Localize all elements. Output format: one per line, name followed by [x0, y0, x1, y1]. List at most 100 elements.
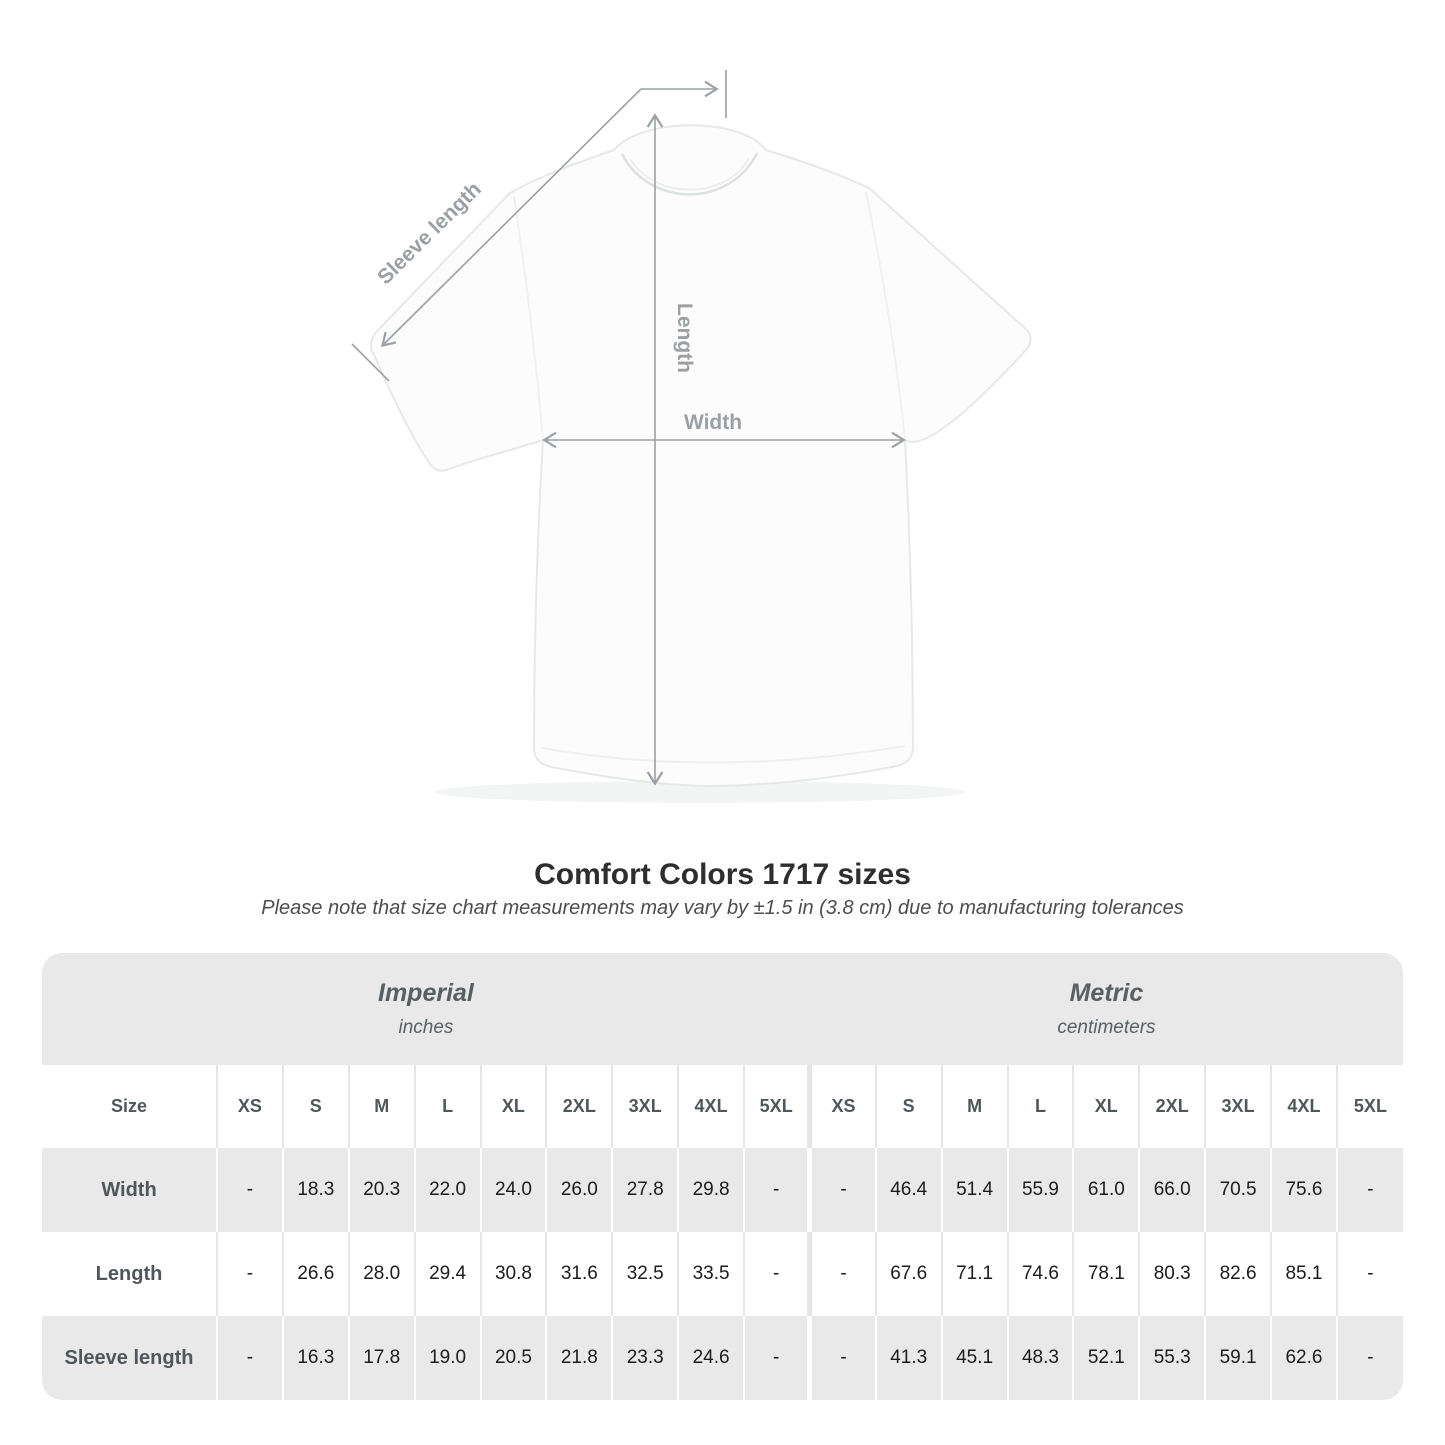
- size-col-header-imperial-3xl: 3XL: [611, 1065, 679, 1148]
- measurement-cell: 59.1: [1204, 1316, 1271, 1400]
- measurement-cell: 45.1: [940, 1316, 1008, 1400]
- measurement-cell: 55.3: [1138, 1316, 1206, 1400]
- tshirt-image: [369, 124, 1032, 787]
- measurement-cell: 74.6: [1006, 1232, 1074, 1316]
- width-label: Width: [684, 411, 742, 434]
- measurement-cell: 67.6: [874, 1232, 942, 1316]
- measurement-cell: 30.8: [479, 1232, 547, 1316]
- measurement-cell: -: [216, 1316, 283, 1400]
- measurement-cell: 20.3: [347, 1148, 415, 1232]
- measurement-cell: 16.3: [281, 1316, 349, 1400]
- table-row-sleeve-length: Sleeve length - 16.3 17.8 19.0 20.5 21.8…: [42, 1316, 1403, 1400]
- measurement-cell: 33.5: [677, 1232, 744, 1316]
- measurement-cell: 26.0: [545, 1148, 613, 1232]
- measurement-cell: 66.0: [1138, 1148, 1206, 1232]
- measurement-cell: 32.5: [611, 1232, 679, 1316]
- size-col-header-metric-xl: XL: [1072, 1065, 1140, 1148]
- metric-header-cell: Metric centimeters: [809, 953, 1403, 1065]
- measurement-cell: -: [216, 1232, 283, 1316]
- size-col-header-metric-2xl: 2XL: [1138, 1065, 1206, 1148]
- measurement-cell: 70.5: [1204, 1148, 1271, 1232]
- hem-stitch-line: [541, 745, 906, 764]
- measurement-cell: 24.0: [479, 1148, 547, 1232]
- measurement-cell: -: [743, 1232, 810, 1316]
- size-col-header-imperial-4xl: 4XL: [677, 1065, 744, 1148]
- collar-line: [620, 152, 759, 196]
- measurement-cell: -: [1335, 1148, 1403, 1232]
- measurement-cell: 29.4: [413, 1232, 481, 1316]
- measurement-cell: 78.1: [1072, 1232, 1140, 1316]
- imperial-header: Imperial: [378, 979, 474, 1007]
- sleeve-measure-end-tick: [351, 343, 390, 382]
- measurement-cell: 48.3: [1006, 1316, 1074, 1400]
- size-col-header-imperial-xs: XS: [216, 1065, 283, 1148]
- shirt-shadow: [435, 781, 965, 803]
- measurement-cell: -: [743, 1316, 810, 1400]
- measurement-cell: 62.6: [1270, 1316, 1337, 1400]
- tolerance-note: Please note that size chart measurements…: [261, 897, 1184, 919]
- imperial-subheader: inches: [398, 1017, 454, 1038]
- measurement-cell: 52.1: [1072, 1316, 1140, 1400]
- size-col-header-metric-3xl: 3XL: [1204, 1065, 1271, 1148]
- size-col-header-metric-s: S: [874, 1065, 942, 1148]
- measurement-cell: 24.6: [677, 1316, 744, 1400]
- measurement-cell: 31.6: [545, 1232, 613, 1316]
- size-col-header-imperial-5xl: 5XL: [743, 1065, 810, 1148]
- measurement-cell: 22.0: [413, 1148, 481, 1232]
- measurement-cell: -: [807, 1232, 876, 1316]
- size-col-header-imperial-l: L: [413, 1065, 481, 1148]
- row-label-width: Width: [42, 1148, 217, 1232]
- row-label-length: Length: [42, 1232, 217, 1316]
- measurement-cell: 51.4: [940, 1148, 1008, 1232]
- measurement-cell: -: [807, 1148, 876, 1232]
- table-row-width: Width - 18.3 20.3 22.0 24.0 26.0 27.8 29…: [42, 1148, 1403, 1232]
- size-header: Size: [42, 1065, 217, 1148]
- measurement-cell: 41.3: [874, 1316, 942, 1400]
- row-label-sleeve-length: Sleeve length: [42, 1316, 217, 1400]
- measurement-cell: 27.8: [611, 1148, 679, 1232]
- right-seam-line: [865, 191, 906, 441]
- length-label: Length: [673, 303, 696, 373]
- size-col-header-imperial-m: M: [347, 1065, 415, 1148]
- measurement-cell: 18.3: [281, 1148, 349, 1232]
- size-chart-table-container: Imperial inches Metric centimeters Size …: [42, 953, 1403, 1400]
- measurement-cell: 55.9: [1006, 1148, 1074, 1232]
- size-col-header-metric-m: M: [940, 1065, 1008, 1148]
- left-seam-line: [513, 195, 544, 441]
- measurement-cell: 85.1: [1270, 1232, 1337, 1316]
- measurement-cell: 20.5: [479, 1316, 547, 1400]
- table-row-length: Length - 26.6 28.0 29.4 30.8 31.6 32.5 3…: [42, 1232, 1403, 1316]
- measurement-cell: -: [743, 1148, 810, 1232]
- metric-header: Metric: [1069, 979, 1144, 1007]
- measurement-cell: 17.8: [347, 1316, 415, 1400]
- measurement-cell: 19.0: [413, 1316, 481, 1400]
- measurement-cell: 21.8: [545, 1316, 613, 1400]
- size-col-header-metric-5xl: 5XL: [1335, 1065, 1403, 1148]
- size-col-header-imperial-2xl: 2XL: [545, 1065, 613, 1148]
- measurement-cell: 29.8: [677, 1148, 744, 1232]
- measurement-cell: 80.3: [1138, 1232, 1206, 1316]
- size-col-header-metric-4xl: 4XL: [1270, 1065, 1337, 1148]
- measurement-cell: 23.3: [611, 1316, 679, 1400]
- metric-subheader: centimeters: [1057, 1017, 1156, 1038]
- measurement-cell: 82.6: [1204, 1232, 1271, 1316]
- measurement-cell: 46.4: [874, 1148, 942, 1232]
- measurement-cell: -: [1335, 1232, 1403, 1316]
- sleeve-length-measure-line: [381, 88, 642, 347]
- size-col-header-imperial-s: S: [281, 1065, 349, 1148]
- measurement-cell: 61.0: [1072, 1148, 1140, 1232]
- measurement-cell: 71.1: [940, 1232, 1008, 1316]
- measurement-cell: -: [216, 1148, 283, 1232]
- size-col-header-imperial-xl: XL: [479, 1065, 547, 1148]
- tshirt-measurement-diagram: Sleeve length Length Width: [351, 70, 1032, 803]
- size-col-header-metric-xs: XS: [807, 1065, 876, 1148]
- size-chart-table: Imperial inches Metric centimeters Size …: [42, 953, 1403, 1400]
- imperial-header-cell: Imperial inches: [42, 953, 810, 1065]
- measurement-cell: 26.6: [281, 1232, 349, 1316]
- measurement-cell: 28.0: [347, 1232, 415, 1316]
- measurement-cell: -: [807, 1316, 876, 1400]
- page-title: Comfort Colors 1717 sizes: [534, 858, 911, 891]
- size-col-header-metric-l: L: [1006, 1065, 1074, 1148]
- units-header-row: Imperial inches Metric centimeters: [42, 953, 1403, 1065]
